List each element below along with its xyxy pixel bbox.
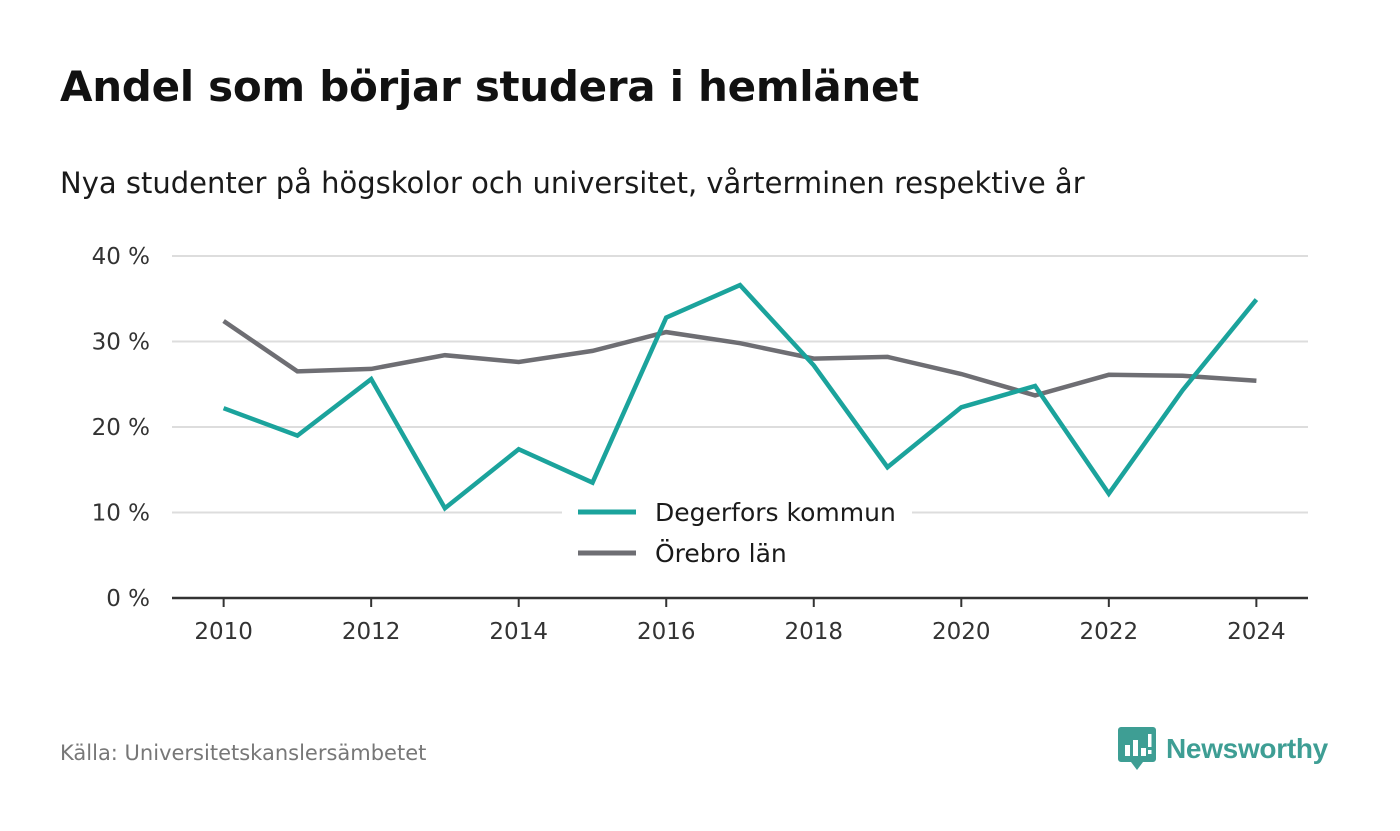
series-lines — [222, 282, 1259, 512]
y-tick-label: 0 % — [106, 586, 150, 612]
y-tick-label: 20 % — [92, 415, 150, 441]
x-tick-label: 2024 — [1227, 619, 1286, 645]
x-tick-label: 2012 — [342, 619, 401, 645]
newsworthy-brand: Newsworthy — [1118, 726, 1328, 772]
legend: Degerfors kommun Örebro län — [562, 488, 912, 578]
series-line — [222, 319, 1257, 398]
legend-background — [562, 488, 912, 578]
source-note: Källa: Universitetskanslersämbetet — [60, 741, 427, 765]
y-tick-label: 40 % — [92, 244, 150, 270]
y-tick-label: 30 % — [92, 330, 150, 356]
newsworthy-logo-icon — [1118, 727, 1156, 770]
x-tick-label: 2018 — [784, 619, 843, 645]
x-tick-label: 2022 — [1080, 619, 1139, 645]
x-axis-ticks: 2010 2012 2014 2016 2018 2020 2022 2024 — [172, 596, 1308, 645]
chart-subtitle: Nya studenter på högskolor och universit… — [60, 166, 1085, 200]
line-chart: 0 % 10 % 20 % 30 % 40 % 2010 2012 2014 2016 2018… — [92, 244, 1308, 645]
grid-lines — [172, 255, 1308, 514]
chart-title: Andel som börjar studera i hemlänet — [60, 62, 919, 111]
legend-label: Degerfors kommun — [655, 498, 896, 527]
legend-label: Örebro län — [655, 539, 787, 568]
x-tick-label: 2020 — [932, 619, 991, 645]
y-tick-label: 10 % — [92, 501, 150, 527]
x-tick-label: 2010 — [194, 619, 253, 645]
brand-name: Newsworthy — [1166, 733, 1328, 764]
x-tick-label: 2014 — [489, 619, 548, 645]
series-line — [222, 282, 1259, 512]
y-axis-ticks: 0 % 10 % 20 % 30 % 40 % — [92, 244, 150, 612]
x-tick-label: 2016 — [637, 619, 696, 645]
